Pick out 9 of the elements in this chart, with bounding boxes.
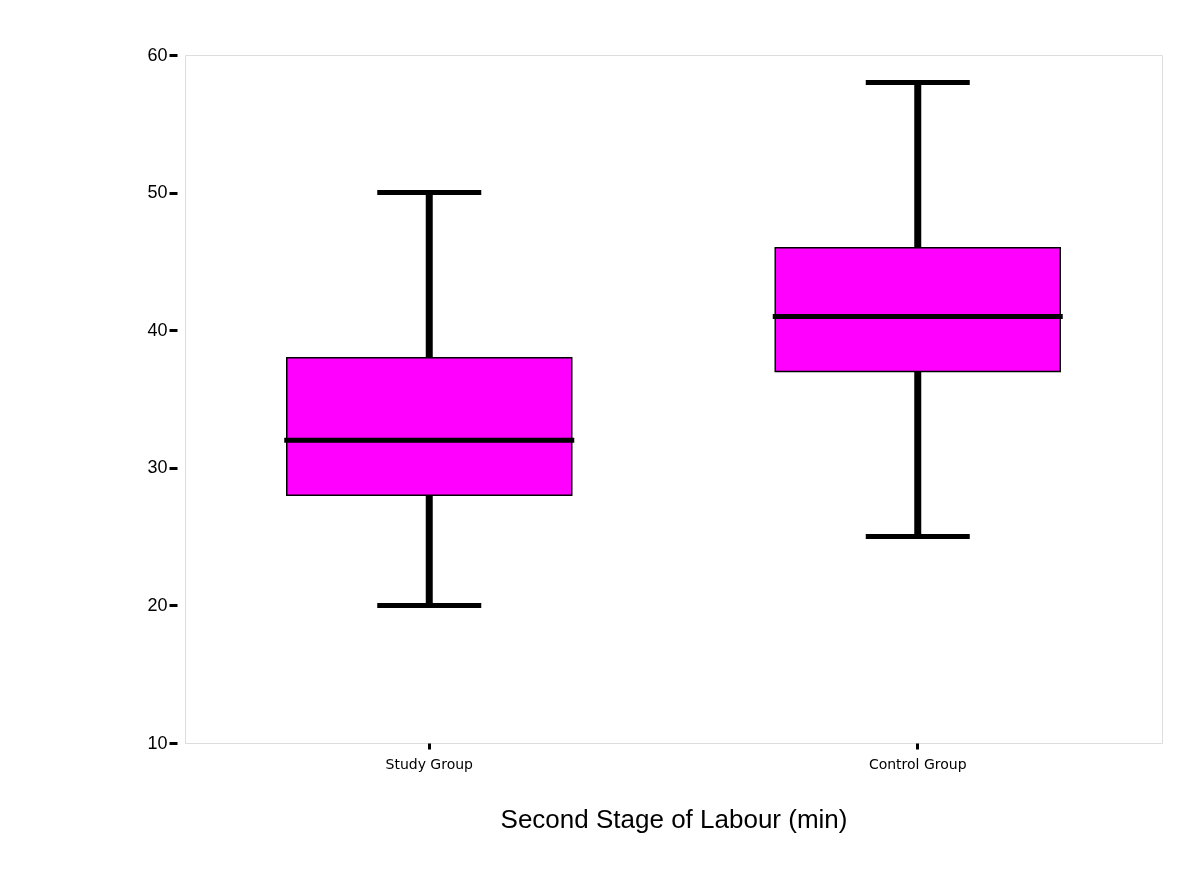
y-tick-label: 60 [147, 44, 168, 65]
x-axis-title: Second Stage of Labour (min) [500, 803, 848, 834]
y-tick-label: 40 [147, 319, 168, 340]
y-tick-label: 50 [147, 182, 168, 203]
y-tick-label: 20 [147, 594, 168, 615]
y-tick-label: 30 [147, 457, 168, 478]
y-tick-label: 10 [147, 732, 168, 753]
x-tick-label: Study Group [385, 755, 474, 772]
x-tick-label: Control Group [868, 755, 967, 772]
